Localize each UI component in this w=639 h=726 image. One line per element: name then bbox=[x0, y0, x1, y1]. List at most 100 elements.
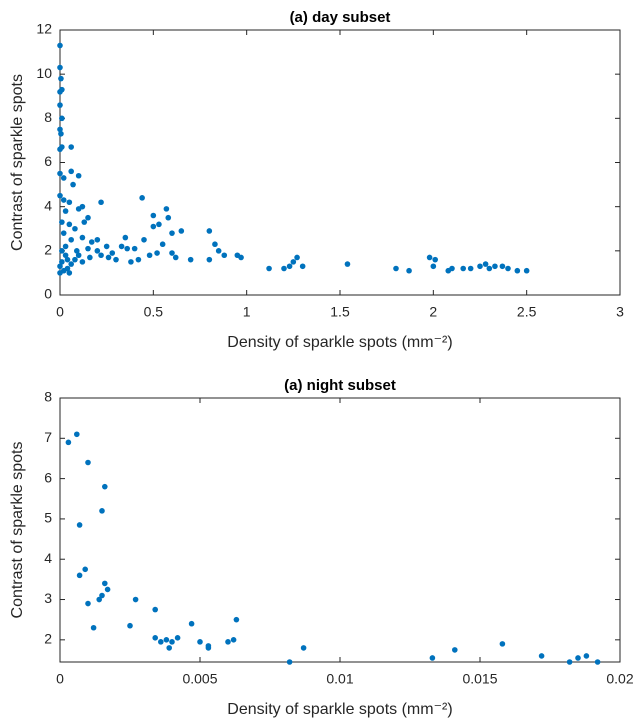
plot-frame bbox=[59, 29, 621, 296]
chart-title: (a) night subset bbox=[284, 377, 396, 394]
point bbox=[76, 572, 83, 579]
point bbox=[75, 172, 82, 179]
point bbox=[299, 263, 306, 270]
point bbox=[105, 254, 112, 261]
point bbox=[169, 230, 175, 236]
point bbox=[131, 245, 138, 252]
x-tick-label: 0.5 bbox=[144, 304, 164, 320]
point bbox=[594, 659, 601, 665]
point bbox=[74, 248, 80, 254]
point bbox=[452, 647, 458, 653]
point bbox=[57, 89, 63, 95]
point bbox=[70, 181, 76, 188]
point bbox=[74, 431, 80, 438]
point bbox=[281, 265, 287, 272]
point bbox=[59, 115, 65, 122]
point bbox=[156, 221, 162, 228]
point bbox=[66, 221, 73, 228]
point bbox=[85, 245, 91, 252]
point bbox=[238, 254, 244, 261]
point bbox=[57, 192, 63, 199]
x-tick-label: 1.5 bbox=[330, 304, 350, 320]
y-tick-label: 2 bbox=[44, 242, 52, 258]
y-tick-label: 0 bbox=[44, 286, 52, 302]
point bbox=[146, 252, 153, 259]
point bbox=[158, 639, 164, 645]
point bbox=[109, 250, 116, 256]
point bbox=[477, 263, 483, 270]
point bbox=[139, 195, 145, 201]
point bbox=[57, 170, 63, 177]
point bbox=[65, 439, 72, 446]
point bbox=[94, 236, 101, 243]
point bbox=[449, 265, 455, 272]
point bbox=[212, 241, 218, 248]
point bbox=[82, 566, 88, 573]
x-axis-label: Density of sparkle spots (mm⁻²) bbox=[227, 701, 452, 718]
point bbox=[233, 616, 240, 623]
point bbox=[266, 265, 272, 272]
x-tick-label: 3 bbox=[616, 304, 624, 320]
point bbox=[102, 580, 108, 587]
point bbox=[406, 267, 412, 274]
point bbox=[221, 252, 228, 259]
chart-title: (a) day subset bbox=[290, 9, 391, 26]
plot: (a) day subset Density of sparkle spots (… bbox=[9, 9, 624, 351]
y-axis-label: Contrast of sparkle spots bbox=[9, 442, 26, 619]
point bbox=[62, 252, 69, 259]
point bbox=[76, 522, 83, 528]
point bbox=[64, 256, 71, 263]
point bbox=[57, 126, 63, 133]
point bbox=[127, 622, 133, 629]
point bbox=[393, 265, 399, 272]
point bbox=[57, 263, 63, 270]
y-tick-label: 4 bbox=[44, 197, 52, 213]
x-tick-label: 0 bbox=[56, 671, 64, 687]
point bbox=[499, 263, 506, 270]
point bbox=[87, 254, 93, 261]
point bbox=[79, 259, 86, 265]
point bbox=[152, 606, 158, 613]
point bbox=[286, 659, 293, 665]
x-tick-label: 2 bbox=[429, 304, 437, 320]
y-tick-label: 8 bbox=[44, 109, 52, 125]
point bbox=[57, 42, 63, 49]
point bbox=[206, 228, 213, 234]
point bbox=[60, 230, 67, 236]
point bbox=[187, 256, 194, 263]
point bbox=[68, 168, 74, 175]
point bbox=[178, 228, 185, 234]
point bbox=[426, 254, 433, 261]
point bbox=[432, 256, 439, 263]
point bbox=[59, 248, 65, 254]
point bbox=[290, 259, 297, 265]
y-tick-label: 6 bbox=[44, 153, 52, 169]
point bbox=[57, 146, 63, 153]
point bbox=[58, 75, 64, 82]
point bbox=[135, 256, 142, 263]
point bbox=[169, 250, 175, 256]
point bbox=[150, 212, 157, 219]
point bbox=[88, 239, 95, 245]
point bbox=[81, 219, 88, 225]
point bbox=[152, 635, 158, 641]
point bbox=[68, 261, 74, 267]
point bbox=[505, 265, 511, 272]
x-axis-label: Density of sparkle spots (mm⁻²) bbox=[227, 334, 452, 351]
point bbox=[230, 637, 237, 643]
point bbox=[566, 659, 573, 665]
y-tick-label: 7 bbox=[44, 429, 52, 445]
point bbox=[104, 586, 111, 593]
point bbox=[150, 223, 157, 230]
point bbox=[482, 261, 489, 267]
point bbox=[166, 645, 172, 651]
point bbox=[174, 635, 181, 641]
point bbox=[197, 639, 203, 645]
y-tick-label: 10 bbox=[36, 65, 52, 81]
point bbox=[430, 263, 437, 270]
point bbox=[85, 214, 91, 221]
point bbox=[118, 243, 125, 250]
x-tick-label: 1 bbox=[243, 304, 251, 320]
x-tick-label: 0 bbox=[56, 304, 64, 320]
point bbox=[60, 175, 67, 181]
